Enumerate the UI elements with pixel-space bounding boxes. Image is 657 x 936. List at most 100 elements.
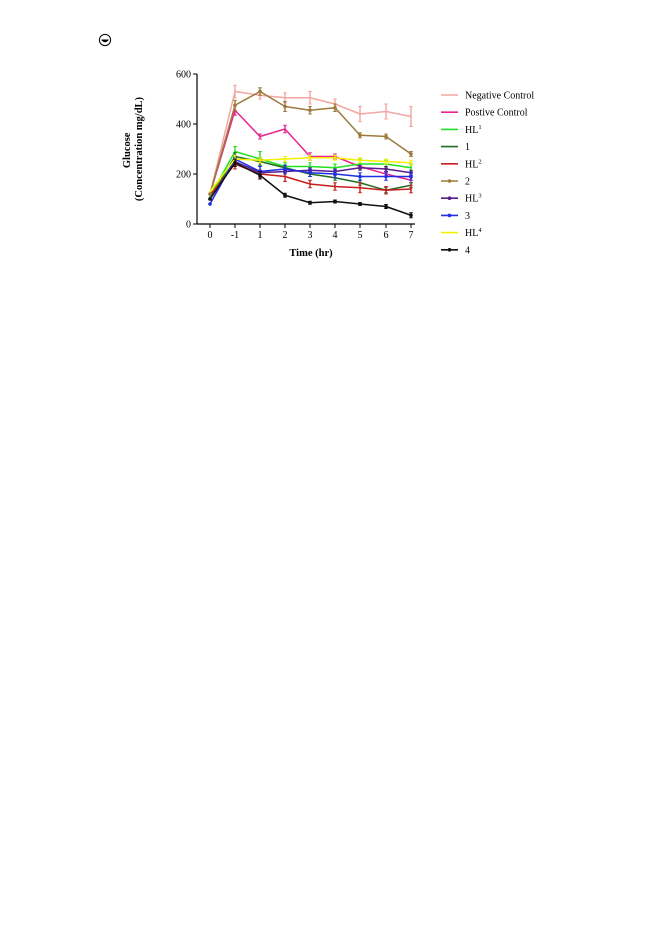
data-point — [258, 173, 262, 178]
data-point — [359, 159, 361, 162]
data-point — [334, 185, 336, 188]
legend-item-1: 1 — [441, 142, 470, 153]
legend-item-4: 4 — [441, 245, 470, 256]
data-point — [309, 183, 311, 185]
data-point — [234, 90, 236, 93]
data-point — [358, 133, 362, 138]
data-point — [283, 167, 287, 171]
legend-marker — [447, 179, 452, 183]
data-point — [284, 128, 286, 130]
circled-dot-icon — [98, 33, 112, 47]
data-point — [410, 188, 412, 190]
legend-label: 2 — [465, 177, 470, 188]
legend: Negative Control Postive Control HL1 1 HL2 2 H… — [441, 91, 534, 256]
x-tick-label: 3 — [308, 230, 313, 241]
legend-item-hl2: HL2 — [441, 158, 482, 170]
data-point — [410, 161, 412, 164]
y-tick-label: 600 — [176, 70, 191, 81]
data-point — [334, 166, 336, 169]
data-point — [308, 200, 312, 205]
data-point — [283, 104, 287, 109]
data-point — [384, 174, 388, 179]
legend-item-hl3: HL3 — [441, 193, 482, 205]
data-point — [409, 152, 413, 156]
data-point — [333, 199, 337, 204]
data-point — [309, 156, 311, 159]
y-axis-title-line-2: (Concentration mg/dL) — [134, 96, 145, 201]
data-point — [233, 160, 237, 165]
legend-label: 4 — [465, 245, 470, 256]
series-negative-control — [209, 84, 413, 195]
legend-label: 3 — [465, 211, 470, 222]
data-point — [358, 165, 362, 170]
y-axis-title: Glucose (Concentration mg/dL) — [122, 96, 145, 201]
data-point — [284, 175, 286, 178]
data-point — [283, 193, 287, 198]
legend-item-negative-control: Negative Control — [441, 91, 534, 102]
legend-label: Postive Control — [465, 108, 528, 119]
data-point — [208, 192, 212, 196]
data-point — [208, 202, 212, 206]
x-tick-label: 0 — [208, 230, 213, 241]
x-axis-title: Time (hr) — [289, 248, 333, 259]
y-axis-title-line-1: Glucose — [122, 132, 133, 168]
legend-item-postive-control: Postive Control — [441, 108, 528, 119]
legend-label: HL1 — [465, 124, 482, 136]
data-point — [284, 158, 286, 160]
series-postive-control — [209, 104, 413, 195]
data-point — [358, 174, 362, 179]
legend-item-hl1: HL1 — [441, 124, 482, 136]
x-tick-label: -1 — [231, 230, 239, 241]
data-point — [333, 172, 337, 176]
x-tick-label: 7 — [409, 230, 414, 241]
x-tick-label: 6 — [384, 230, 389, 241]
legend-label: 1 — [465, 142, 470, 153]
data-point — [358, 202, 362, 206]
data-point — [208, 197, 212, 201]
data-point — [334, 156, 336, 159]
x-tick-label: 4 — [333, 230, 338, 241]
data-point — [409, 174, 413, 179]
data-point — [234, 150, 236, 153]
x-tick-label: 1 — [258, 230, 263, 241]
data-point — [384, 167, 388, 171]
x-tick-label: 2 — [283, 230, 288, 241]
data-point — [409, 213, 413, 218]
data-point — [384, 134, 388, 139]
data-point — [410, 166, 412, 169]
data-point — [359, 186, 361, 189]
y-tick-label: 0 — [186, 220, 191, 231]
data-point — [308, 170, 312, 175]
legend-item-3: 3 — [441, 211, 470, 222]
chart-axes — [196, 74, 415, 225]
y-tick-label: 400 — [176, 120, 191, 131]
data-point — [359, 113, 361, 115]
legend-label: HL4 — [465, 227, 482, 239]
data-point — [385, 160, 387, 163]
series-4 — [208, 158, 413, 219]
legend-label: HL2 — [465, 158, 482, 170]
legend-marker — [447, 213, 452, 218]
legend-item-hl4: HL4 — [441, 227, 482, 239]
legend-marker — [447, 196, 452, 200]
data-point — [259, 135, 261, 138]
data-point — [309, 96, 311, 99]
series-3 — [208, 154, 413, 206]
data-point — [410, 115, 412, 118]
series-2 — [208, 87, 413, 196]
x-ticks: 0 -1 1 2 3 4 5 6 7 — [208, 224, 414, 241]
data-point — [385, 189, 387, 192]
glucose-line-chart: 0 200 400 600 0 -1 1 2 3 4 5 6 7 Time (hr) Glucose … — [122, 70, 534, 260]
legend-label: Negative Control — [465, 91, 534, 102]
x-tick-label: 5 — [358, 230, 363, 241]
legend-item-2: 2 — [441, 177, 470, 188]
series-layer — [208, 84, 413, 219]
data-point — [384, 204, 388, 209]
data-point — [284, 96, 286, 99]
data-point — [233, 103, 237, 108]
data-point — [308, 108, 312, 113]
data-point — [209, 190, 211, 193]
data-point — [333, 105, 337, 110]
data-point — [259, 159, 261, 162]
data-point — [258, 89, 262, 94]
